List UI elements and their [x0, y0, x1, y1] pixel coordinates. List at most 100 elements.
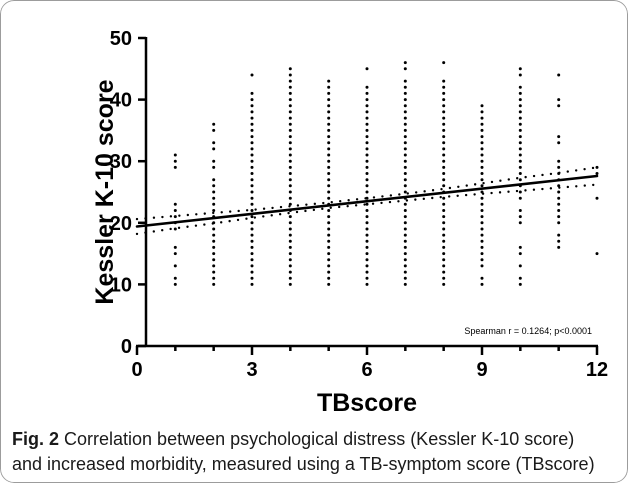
- data-point: [250, 270, 254, 274]
- data-point: [327, 252, 331, 256]
- data-point: [518, 135, 522, 139]
- data-point: [327, 276, 331, 280]
- data-point: [365, 184, 369, 188]
- x-tick-label: 9: [476, 359, 487, 381]
- data-point: [480, 122, 484, 126]
- data-point: [250, 282, 254, 286]
- data-point: [173, 227, 177, 231]
- data-point: [480, 141, 484, 145]
- data-point: [442, 227, 446, 231]
- data-point: [365, 196, 369, 200]
- data-point: [403, 221, 407, 225]
- data-point: [212, 184, 216, 188]
- data-point: [480, 178, 484, 182]
- data-point: [442, 116, 446, 120]
- scatter-plot: 0 10 20 30 40 50 0 3 6 9 12 Kessler K-10 score TBs…: [91, 28, 608, 417]
- data-point: [518, 110, 522, 114]
- data-point: [365, 98, 369, 102]
- data-point: [288, 104, 292, 108]
- data-point: [442, 252, 446, 256]
- data-point: [480, 239, 484, 243]
- data-point: [327, 190, 331, 194]
- data-point: [288, 116, 292, 120]
- data-point: [480, 172, 484, 175]
- data-point: [250, 264, 254, 268]
- data-point: [365, 233, 369, 237]
- data-point: [557, 98, 561, 102]
- data-point: [442, 128, 446, 132]
- data-point: [403, 91, 407, 95]
- data-point: [173, 215, 177, 219]
- y-tick-label: 0: [121, 336, 132, 358]
- data-point: [557, 245, 561, 249]
- data-point: [442, 122, 446, 126]
- data-point: [365, 172, 369, 175]
- data-point: [212, 159, 216, 163]
- data-point: [365, 135, 369, 139]
- data-point: [442, 110, 446, 114]
- data-point: [327, 184, 331, 188]
- data-point: [518, 190, 522, 194]
- data-point: [403, 172, 407, 175]
- data-point: [557, 104, 561, 108]
- caption-line-2: and increased morbidity, measured using …: [12, 454, 595, 474]
- data-point: [327, 227, 331, 231]
- data-point: [442, 215, 446, 219]
- data-point: [327, 239, 331, 243]
- data-point: [480, 110, 484, 114]
- x-axis-title: TBscore: [317, 389, 417, 417]
- data-point: [403, 252, 407, 256]
- data-point: [327, 172, 331, 175]
- data-point: [557, 239, 561, 243]
- data-point: [365, 252, 369, 256]
- data-point: [327, 79, 331, 83]
- data-point: [250, 209, 254, 212]
- data-point: [327, 141, 331, 145]
- data-point: [442, 135, 446, 139]
- data-point: [327, 85, 331, 89]
- data-point: [403, 141, 407, 145]
- data-point: [480, 215, 484, 219]
- data-point: [480, 258, 484, 262]
- data-point: [250, 116, 254, 120]
- data-point: [403, 209, 407, 212]
- data-point: [518, 98, 522, 102]
- data-point: [518, 196, 522, 200]
- data-point: [557, 190, 561, 194]
- data-point: [288, 190, 292, 194]
- data-point: [173, 165, 177, 169]
- data-point: [480, 252, 484, 256]
- data-point: [442, 147, 446, 151]
- data-point: [212, 141, 216, 145]
- data-point: [365, 165, 369, 169]
- data-point: [212, 209, 216, 212]
- data-point: [442, 209, 446, 212]
- data-point: [518, 221, 522, 225]
- data-point: [250, 153, 254, 157]
- data-point: [288, 147, 292, 151]
- data-point: [327, 165, 331, 169]
- y-tick-label: 20: [110, 213, 132, 235]
- data-point: [557, 73, 561, 77]
- data-point: [173, 264, 177, 268]
- correlation-annotation: Spearman r = 0.1264; p<0.0001: [464, 326, 592, 336]
- data-point: [403, 165, 407, 169]
- data-point: [403, 135, 407, 139]
- data-point: [557, 233, 561, 237]
- data-point: [557, 159, 561, 163]
- data-point: [250, 252, 254, 256]
- data-point: [365, 116, 369, 120]
- data-point: [365, 270, 369, 274]
- data-point: [442, 91, 446, 95]
- data-point: [250, 202, 254, 206]
- data-point: [327, 270, 331, 274]
- data-point: [365, 159, 369, 163]
- x-tick-label: 3: [246, 359, 257, 381]
- data-point: [480, 209, 484, 212]
- data-point: [480, 128, 484, 132]
- data-point: [557, 209, 561, 212]
- data-point: [212, 122, 216, 126]
- data-point: [403, 98, 407, 102]
- data-point: [442, 98, 446, 102]
- data-point: [212, 227, 216, 231]
